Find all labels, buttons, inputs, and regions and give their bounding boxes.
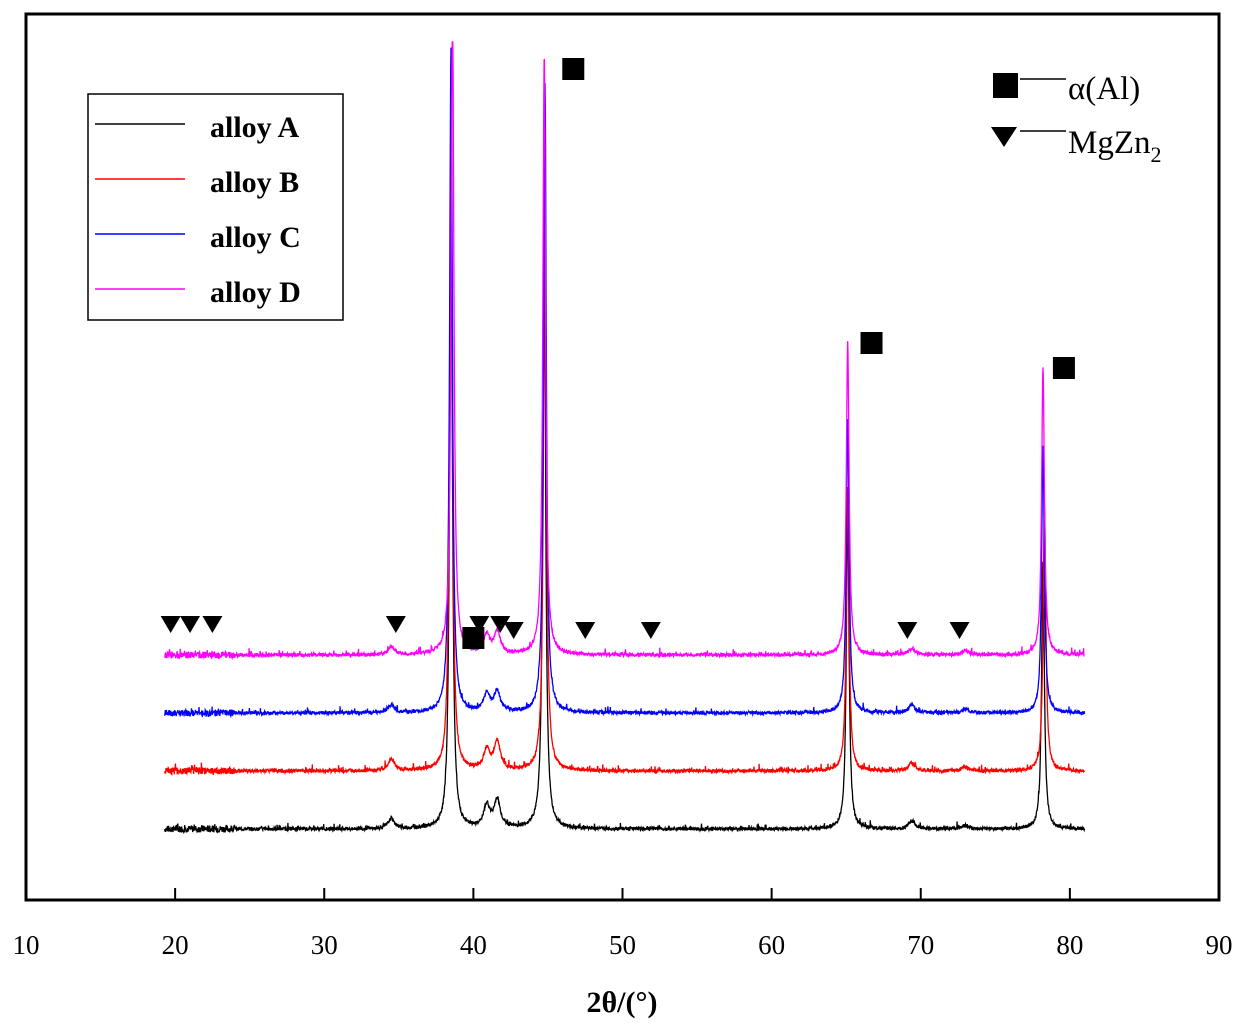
mgzn2-marker-5 xyxy=(490,616,511,633)
x-tick-label-30: 30 xyxy=(311,930,338,960)
x-tick-label-60: 60 xyxy=(758,930,785,960)
mgzn2-legend-label: MgZn2 xyxy=(1068,125,1162,167)
mgzn2-marker-4 xyxy=(469,616,490,633)
alpha-al-marker-2 xyxy=(860,332,883,354)
alpha-al-legend-label: α(Al) xyxy=(1068,71,1140,107)
mgzn2-label-main: MgZn xyxy=(1068,125,1151,161)
series-line-alloy-a xyxy=(164,184,1086,835)
alpha-al-marker-1 xyxy=(562,58,585,80)
mgzn2-label-subscript: 2 xyxy=(1151,142,1162,167)
x-tick-label-90: 90 xyxy=(1206,930,1233,960)
series-line-alloy-b xyxy=(164,120,1086,776)
x-tick-label-20: 20 xyxy=(162,930,189,960)
x-axis-label: 2θ/(°) xyxy=(587,986,658,1019)
series-line-alloy-d xyxy=(164,41,1085,661)
diffraction-patterns xyxy=(164,41,1086,835)
x-tick-label-10: 10 xyxy=(13,930,40,960)
alpha-al-marker-0 xyxy=(462,627,485,649)
mgzn2-legend-triangle xyxy=(991,127,1017,147)
mgzn2-marker-3 xyxy=(385,616,406,633)
legend-label-alloy-c: alloy C xyxy=(210,221,301,254)
mgzn2-marker-0 xyxy=(160,616,181,633)
mgzn2-marker-8 xyxy=(640,622,661,639)
mgzn2-marker-7 xyxy=(575,622,596,639)
legend-label-alloy-b: alloy B xyxy=(210,166,299,199)
mgzn2-marker-1 xyxy=(180,616,201,633)
x-tick-label-80: 80 xyxy=(1056,930,1083,960)
alpha-al-marker-3 xyxy=(1052,357,1075,379)
x-tick-label-50: 50 xyxy=(609,930,636,960)
mgzn2-marker-9 xyxy=(897,622,918,639)
mgzn2-marker-2 xyxy=(202,616,223,633)
alpha-al-legend-square xyxy=(993,73,1018,98)
x-axis-tick-labels: 10 20 30 40 50 60 70 80 90 xyxy=(13,930,1233,960)
legend-label-alloy-d: alloy D xyxy=(210,276,301,309)
phase-markers xyxy=(160,58,1075,649)
legend-label-alloy-a: alloy A xyxy=(210,111,300,144)
legend: alloy A alloy B alloy C alloy D xyxy=(87,93,344,321)
phase-legend: α(Al) MgZn2 xyxy=(991,71,1162,167)
x-tick-label-40: 40 xyxy=(460,930,487,960)
x-tick-label-70: 70 xyxy=(907,930,934,960)
mgzn2-marker-6 xyxy=(503,622,524,639)
legend-box xyxy=(87,93,344,321)
x-axis-ticks xyxy=(25,888,1220,900)
mgzn2-marker-10 xyxy=(949,622,970,639)
series-line-alloy-c xyxy=(164,47,1086,719)
